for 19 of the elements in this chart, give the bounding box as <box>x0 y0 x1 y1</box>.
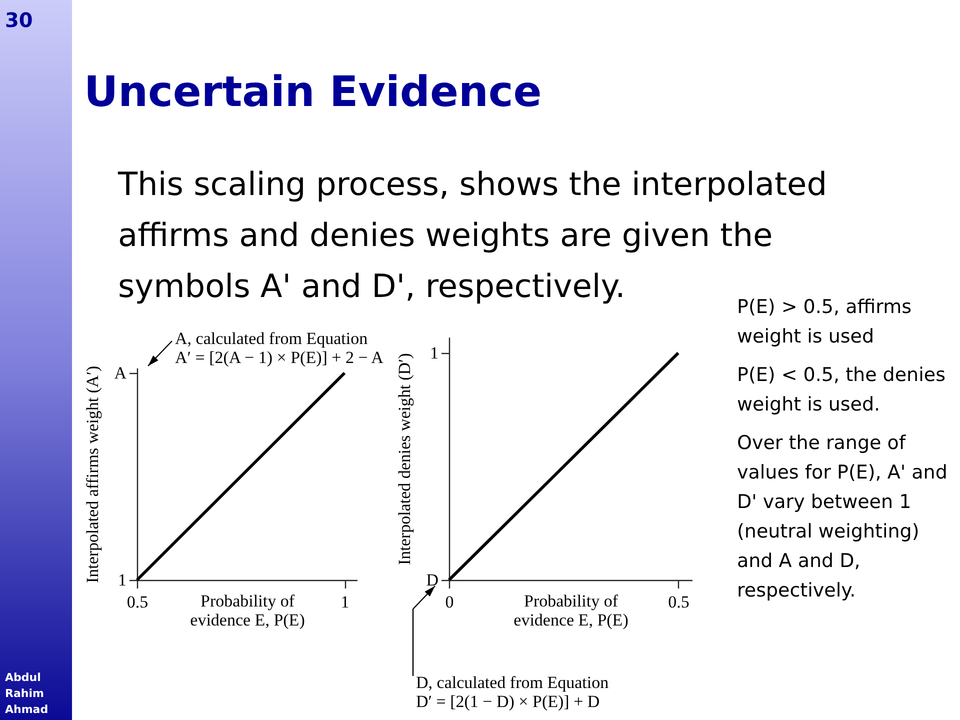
x-tick-label: 0.5 <box>668 592 690 612</box>
text: 30 <box>5 8 33 32</box>
x-axis-title: Probability of evidence E, P(E) <box>190 592 305 630</box>
y-axis-title: Interpolated denies weight (D′) <box>395 353 414 566</box>
x-tick-label: 0 <box>445 592 454 612</box>
text: Abdul Rahim Ahmad <box>5 671 48 716</box>
text: 1 <box>118 570 126 590</box>
text: A <box>114 364 128 382</box>
text: Over the range of values for P(E), A' and D' vary between 1 (neutral weighting) and A and D, respectively. <box>737 432 948 602</box>
text: 1 <box>430 344 438 362</box>
text: D <box>426 570 438 590</box>
text: P(E) < 0.5, the denies weight is used. <box>737 364 946 416</box>
text: A, calculated from Equation A′ = [2(A − 1) × P(E)] + 2 − A <box>175 329 384 367</box>
x-axis-title: Probability of evidence E, P(E) <box>514 592 628 630</box>
y-axis-title: Interpolated affirms weight (A′) <box>83 366 102 584</box>
x-tick-label: 0.5 <box>126 592 148 612</box>
text: D, calculated from Equation D′ = [2(1 − D) × P(E)] + D <box>416 673 610 711</box>
x-tick-label: 1 <box>340 592 350 612</box>
text: Uncertain Evidence <box>84 67 542 116</box>
